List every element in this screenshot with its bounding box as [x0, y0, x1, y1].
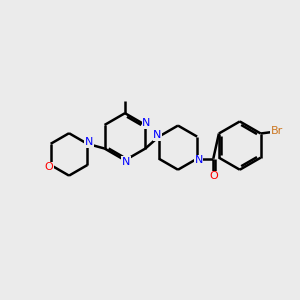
Text: N: N [122, 157, 130, 167]
Text: N: N [142, 118, 150, 128]
Text: O: O [209, 171, 218, 182]
Text: N: N [194, 155, 203, 165]
Text: N: N [85, 137, 93, 147]
Text: N: N [153, 130, 162, 140]
Text: Br: Br [271, 126, 283, 136]
Text: O: O [45, 162, 54, 172]
